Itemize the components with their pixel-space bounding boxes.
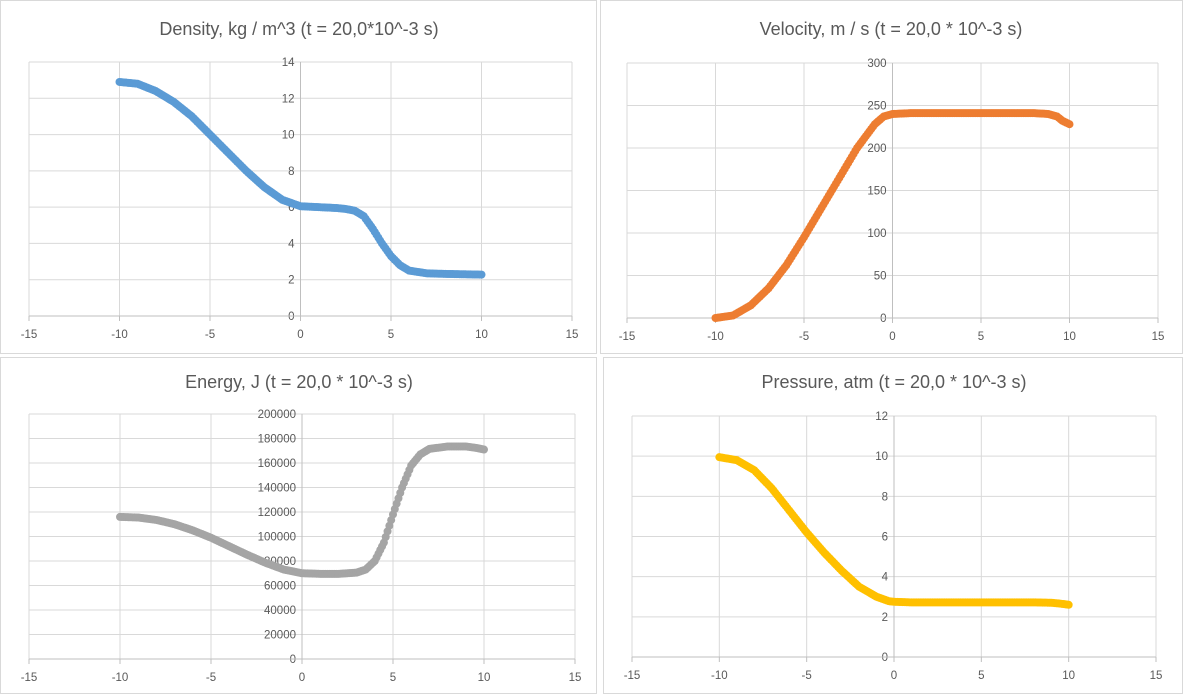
energy-chart-svg: Energy, J (t = 20,0 * 10^-3 s) 0 20000 4000…	[21, 372, 582, 684]
x-tick-label: -10	[112, 672, 129, 684]
x-tick-label: 0	[889, 331, 895, 343]
x-tick-label: 15	[1150, 670, 1163, 682]
x-tick-label: -10	[707, 331, 724, 343]
energy-chart-title: Energy, J (t = 20,0 * 10^-3 s)	[185, 372, 413, 392]
y-tick-label: 4	[882, 572, 889, 584]
pressure-chart: Pressure, atm (t = 20,0 * 10^-3 s) 0 2 4 6 8 1…	[603, 357, 1183, 694]
y-tick-label: 250	[867, 101, 886, 113]
y-tick-label: 10	[282, 130, 295, 142]
x-tick-label: 15	[569, 672, 582, 684]
x-tick-label: -5	[802, 670, 812, 682]
velocity-chart: Velocity, m / s (t = 20,0 * 10^-3 s) 0 50 1…	[600, 0, 1183, 354]
y-tick-label: 60000	[264, 581, 296, 593]
y-tick-label: 0	[290, 654, 296, 666]
y-tick-label: 6	[288, 202, 294, 214]
x-tick-label: 5	[978, 331, 984, 343]
velocity-data-point	[1065, 120, 1074, 129]
density-chart: Density, kg / m^3 (t = 20,0*10^-3 s) 0 2 4 6…	[0, 0, 597, 354]
y-tick-label: 100000	[258, 532, 296, 544]
x-tick-label: -5	[205, 329, 215, 341]
x-tick-label: -15	[624, 670, 641, 682]
x-tick-label: 5	[388, 329, 394, 341]
x-tick-label: -10	[711, 670, 728, 682]
x-tick-label: -5	[206, 672, 216, 684]
y-tick-label: 180000	[258, 434, 296, 446]
x-tick-label: 10	[1063, 331, 1076, 343]
pressure-data-point	[1064, 600, 1073, 609]
pressure-chart-svg: Pressure, atm (t = 20,0 * 10^-3 s) 0 2 4 6 8 1…	[624, 372, 1163, 682]
y-tick-label: 200	[867, 143, 886, 155]
x-tick-label: -15	[21, 329, 38, 341]
y-tick-label: 100	[867, 228, 886, 240]
x-tick-label: -15	[619, 331, 636, 343]
density-chart-svg: Density, kg / m^3 (t = 20,0*10^-3 s) 0 2 4 6…	[21, 19, 579, 341]
density-data-point	[477, 270, 486, 279]
x-tick-label: 15	[1152, 331, 1165, 343]
y-tick-label: 120000	[258, 507, 296, 519]
x-tick-label: 5	[978, 670, 984, 682]
x-tick-label: 0	[297, 329, 303, 341]
x-tick-label: -10	[111, 329, 128, 341]
y-tick-label: 10	[875, 451, 888, 463]
energy-chart: Energy, J (t = 20,0 * 10^-3 s) 0 20000 4000…	[0, 357, 597, 694]
y-tick-label: 0	[882, 652, 888, 664]
x-tick-label: -15	[21, 672, 38, 684]
pressure-chart-title: Pressure, atm (t = 20,0 * 10^-3 s)	[761, 372, 1026, 392]
x-tick-label: 0	[891, 670, 897, 682]
velocity-chart-title: Velocity, m / s (t = 20,0 * 10^-3 s)	[760, 19, 1023, 39]
x-tick-label: -5	[799, 331, 809, 343]
y-tick-label: 50	[874, 271, 887, 283]
energy-data-point	[480, 445, 488, 454]
y-tick-label: 2	[882, 612, 888, 624]
x-tick-label: 0	[299, 672, 305, 684]
y-tick-label: 6	[882, 532, 888, 544]
y-tick-label: 140000	[258, 483, 296, 495]
y-tick-label: 0	[880, 313, 886, 325]
density-chart-title: Density, kg / m^3 (t = 20,0*10^-3 s)	[159, 19, 438, 39]
y-tick-label: 40000	[264, 605, 296, 617]
x-tick-label: 5	[390, 672, 396, 684]
y-tick-label: 8	[882, 491, 888, 503]
x-tick-label: 10	[1062, 670, 1075, 682]
y-tick-label: 300	[867, 58, 886, 70]
y-tick-label: 0	[288, 311, 294, 323]
y-tick-label: 20000	[264, 630, 296, 642]
y-tick-label: 2	[288, 275, 294, 287]
x-tick-label: 10	[478, 672, 491, 684]
y-tick-label: 160000	[258, 458, 296, 470]
y-tick-label: 12	[875, 411, 888, 423]
x-tick-label: 10	[475, 329, 488, 341]
velocity-chart-svg: Velocity, m / s (t = 20,0 * 10^-3 s)0501…	[619, 19, 1165, 343]
y-tick-label: 150	[867, 186, 886, 198]
y-tick-label: 14	[282, 57, 295, 69]
y-tick-label: 12	[282, 93, 295, 105]
y-tick-label: 8	[288, 166, 294, 178]
y-tick-label: 200000	[258, 409, 296, 421]
x-tick-label: 15	[566, 329, 579, 341]
y-tick-label: 4	[288, 238, 295, 250]
